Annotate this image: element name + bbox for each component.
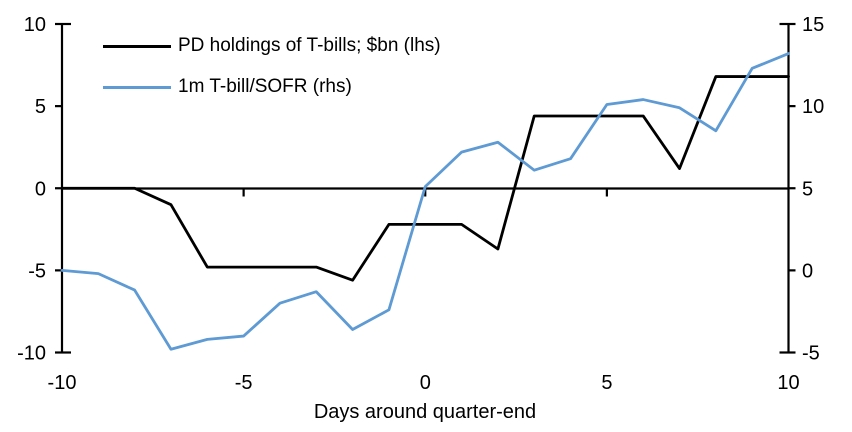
series-line-pd-holdings <box>60 75 790 282</box>
x-axis-tick-label: 5 <box>601 372 612 394</box>
legend-item-tbill-sofr: 1m T-bill/SOFR (rhs) <box>103 75 441 99</box>
legend-line-swatch-black <box>103 44 171 48</box>
left-axis-tick-label: -10 <box>17 343 46 365</box>
legend-line-swatch-blue <box>103 85 171 89</box>
left-axis-tick-label: 5 <box>35 96 46 118</box>
series-line-tbill-sofr <box>60 52 790 351</box>
x-axis-tick-label: 10 <box>777 372 799 394</box>
left-axis-tick-label: 0 <box>35 178 46 200</box>
axis-label-layer: 10 5 0 -5 -10 15 10 5 0 -5 -10 -5 0 5 10 <box>17 14 824 394</box>
right-axis-tick-label: -5 <box>802 343 820 365</box>
legend-label-tbill-sofr: 1m T-bill/SOFR (rhs) <box>178 76 352 97</box>
x-axis-tick-label: 0 <box>420 372 431 394</box>
x-axis-title: Days around quarter-end <box>314 401 536 423</box>
left-axis-tick-label: 10 <box>24 14 46 36</box>
right-axis-tick-label: 5 <box>802 178 813 200</box>
right-axis-tick-label: 10 <box>802 96 824 118</box>
x-axis-tick-label: -5 <box>235 372 253 394</box>
chart-legend: PD holdings of T-bills; $bn (lhs) 1m T-b… <box>103 34 441 99</box>
legend-label-pd-holdings: PD holdings of T-bills; $bn (lhs) <box>178 35 441 56</box>
left-axis-tick-label: -5 <box>28 260 46 282</box>
right-axis-tick-label: 0 <box>802 260 813 282</box>
right-axis-tick-label: 15 <box>802 14 824 36</box>
x-axis-tick-label: -10 <box>48 372 77 394</box>
legend-item-pd-holdings: PD holdings of T-bills; $bn (lhs) <box>103 34 441 58</box>
series-layer <box>60 52 790 351</box>
